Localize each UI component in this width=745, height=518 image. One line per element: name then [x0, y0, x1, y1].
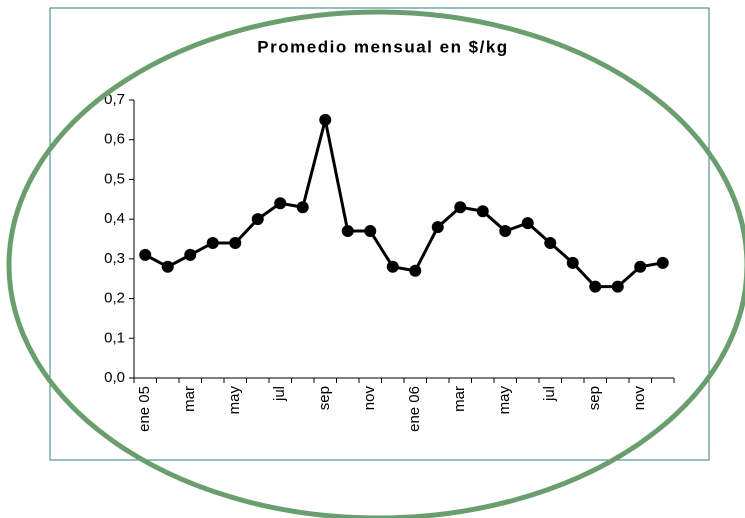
x-tick-label: jul: [541, 386, 558, 402]
y-tick-label: 0,2: [104, 290, 125, 307]
data-point: [566, 256, 579, 269]
x-tick-label: mar: [451, 386, 468, 412]
y-tick-label: 0,1: [104, 329, 125, 346]
data-point: [589, 280, 602, 293]
x-tick-label: may: [226, 386, 243, 415]
x-tick-label: ene 06: [406, 386, 423, 432]
data-point: [139, 248, 152, 261]
data-point: [341, 225, 354, 238]
y-tick-label: 0,3: [104, 250, 125, 267]
data-point: [206, 236, 219, 249]
y-tick-label: 0,0: [104, 369, 125, 386]
chart-frame: [49, 7, 710, 461]
data-point: [656, 256, 669, 269]
data-point: [409, 264, 422, 277]
chart-title: Promedio mensual en $/kg: [257, 37, 508, 56]
data-point: [611, 280, 624, 293]
data-point: [544, 236, 557, 249]
plot-area: 0,0 0,1 0,2 0,3 0,4 0,5 0,6 0,7 ene 05 mar may jul s…: [104, 91, 675, 432]
data-point: [319, 113, 332, 126]
data-point: [499, 225, 512, 238]
data-point: [364, 225, 377, 238]
x-tick-label: may: [496, 386, 513, 415]
data-point: [521, 217, 534, 230]
data-point: [431, 221, 444, 234]
y-tick-label: 0,5: [104, 170, 125, 187]
highlight-ellipse: [6, 9, 745, 518]
data-point: [184, 248, 197, 261]
data-point: [296, 201, 309, 214]
data-point: [454, 201, 467, 214]
x-tick-label: jul: [271, 386, 288, 402]
y-tick-label: 0,7: [104, 91, 125, 108]
data-point: [251, 213, 264, 226]
y-tick-label: 0,4: [104, 210, 125, 227]
x-tick-label: nov: [631, 386, 648, 411]
y-tick-label: 0,6: [104, 131, 125, 148]
data-point: [229, 236, 242, 249]
x-tick-label: sep: [316, 386, 333, 410]
x-tick-label: sep: [586, 386, 603, 410]
x-tick-label: nov: [361, 386, 378, 411]
data-point: [274, 197, 287, 210]
data-point: [634, 260, 647, 273]
x-tick-label: mar: [181, 386, 198, 412]
data-point: [476, 205, 489, 218]
data-point: [161, 260, 174, 273]
x-tick-label: ene 05: [136, 386, 153, 432]
data-point: [386, 260, 399, 273]
